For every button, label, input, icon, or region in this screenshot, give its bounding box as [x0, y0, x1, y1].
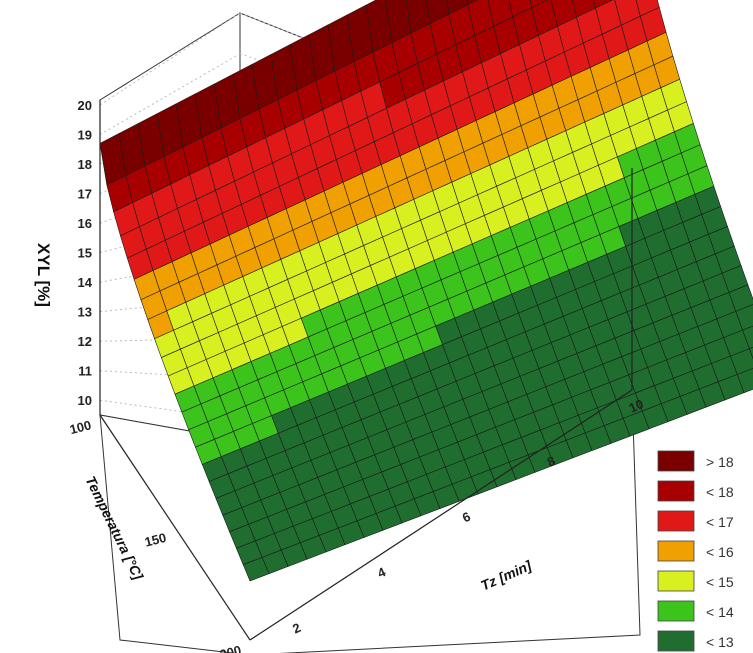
legend-swatch [657, 630, 695, 652]
z-tick-label: 16 [78, 216, 92, 231]
gridline-z-left [99, 53, 241, 135]
z-tick-labels: 10 11 12 13 14 15 16 17 18 19 20 [78, 98, 93, 408]
z-tick-label: 12 [78, 334, 92, 349]
legend-label: > 18 [706, 454, 734, 470]
legend-label: < 17 [706, 514, 734, 530]
z-tick-label: 19 [78, 128, 92, 143]
legend-label: < 14 [706, 604, 734, 620]
z-tick-label: 18 [78, 157, 92, 172]
z-tick-label: 14 [78, 275, 93, 290]
legend-label: < 15 [706, 574, 734, 590]
legend: > 18 < 18 < 17 < 16 < 15 < 14 < 13 [657, 450, 734, 652]
legend-label: < 16 [706, 544, 734, 560]
z-tick-label: 17 [78, 187, 92, 202]
legend-swatch [657, 480, 695, 502]
z-axis-title: XYL [%] [34, 243, 53, 307]
surface-cell [242, 556, 270, 582]
surface [99, 0, 753, 582]
box-edge-bottom-right [249, 389, 633, 641]
y-tick-labels: 100 150 200 [68, 417, 243, 653]
z-tick-label: 10 [78, 393, 92, 408]
z-tick-label: 11 [78, 364, 92, 379]
gridline-z-left [99, 399, 241, 421]
legend-label: < 18 [706, 484, 734, 500]
y-tick-label: 100 [68, 417, 93, 437]
legend-swatch [657, 450, 695, 472]
x-tick-label: 10 [627, 396, 646, 416]
z-tick-label: 20 [78, 98, 92, 113]
z-tick-label: 15 [78, 246, 92, 261]
z-tick-label: 13 [78, 305, 92, 320]
legend-swatch [657, 600, 695, 622]
y-tick-label: 150 [143, 530, 168, 550]
box-edge-bottom-left [99, 414, 251, 641]
y-tick-label: 200 [218, 642, 243, 653]
legend-label: < 13 [706, 634, 734, 650]
legend-swatch [657, 510, 695, 532]
legend-swatch [657, 570, 695, 592]
legend-swatch [657, 540, 695, 562]
